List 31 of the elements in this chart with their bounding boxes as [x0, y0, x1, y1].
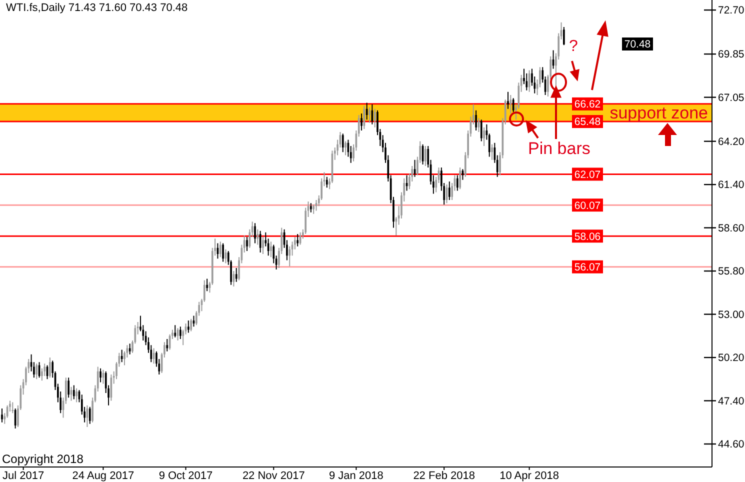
- x-tick-label: 9 Oct 2017: [158, 470, 213, 482]
- ref-line-label: 56.07: [574, 262, 601, 274]
- x-tick-label: 24 Aug 2017: [72, 470, 134, 482]
- ref-line-label: 65.48: [574, 116, 601, 128]
- ref-line-label: 60.07: [574, 200, 601, 212]
- y-tick-label: 50.20: [718, 352, 744, 364]
- x-tick-label: 10 Apr 2018: [500, 470, 559, 482]
- ref-line-label: 66.62: [574, 98, 601, 111]
- x-tick-label: 22 Nov 2017: [242, 470, 305, 482]
- annotation: Copyright 2018: [2, 452, 84, 466]
- annotation: Pin bars: [528, 139, 590, 158]
- y-tick-label: 44.60: [718, 438, 744, 451]
- y-tick-label: 47.40: [718, 395, 744, 408]
- y-tick-label: 72.70: [718, 4, 744, 17]
- y-tick-label: 53.00: [718, 308, 744, 321]
- y-tick-label: 55.80: [718, 266, 744, 278]
- annotation: 70.48: [624, 38, 651, 51]
- annotation: ?: [569, 38, 578, 55]
- x-tick-label: 22 Feb 2018: [413, 470, 475, 482]
- chart-title: WTI.fs,Daily 71.43 71.60 70.43 70.48: [6, 2, 188, 14]
- band-label: support zone: [610, 104, 708, 123]
- y-tick-label: 69.85: [718, 48, 744, 61]
- ref-line-label: 58.06: [574, 230, 601, 243]
- x-tick-label: Jul 2017: [2, 470, 44, 482]
- ref-line-label: 62.07: [574, 168, 601, 181]
- y-tick-label: 67.05: [718, 92, 744, 104]
- y-tick-label: 64.20: [718, 136, 744, 148]
- x-tick-label: 9 Jan 2018: [328, 470, 384, 482]
- candlestick: [12, 402, 14, 414]
- y-tick-label: 58.60: [718, 222, 744, 234]
- y-tick-label: 61.40: [718, 179, 744, 192]
